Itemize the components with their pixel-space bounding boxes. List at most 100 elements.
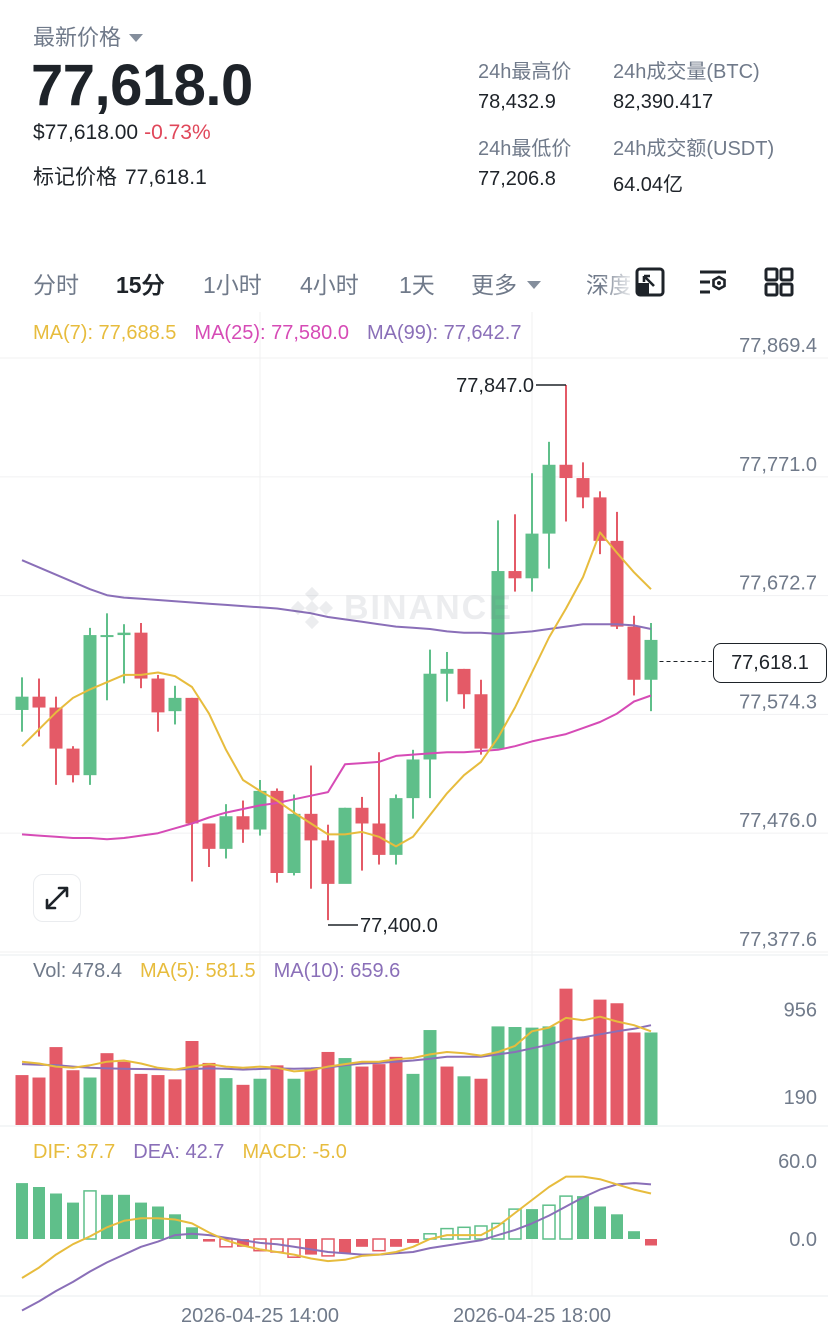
volume-bar: [355, 1066, 369, 1125]
price-axis-label: 77,672.7: [739, 573, 817, 595]
candle-body: [559, 464, 573, 479]
volume-bar: [542, 1026, 556, 1125]
ma99-line: [21, 559, 652, 635]
volume-bar: [32, 1077, 46, 1125]
tab-15m[interactable]: 15分: [116, 272, 165, 298]
price-axis-label: 77,869.4: [739, 335, 817, 357]
time-axis-label: 2026-04-25 18:00: [453, 1305, 611, 1327]
candle-body: [338, 807, 352, 884]
candle-body: [321, 840, 335, 884]
volume-bar: [491, 1026, 505, 1125]
candle-body: [151, 678, 165, 713]
latest-price-selector[interactable]: 最新价格: [33, 20, 144, 52]
indicator-settings-icon[interactable]: [697, 266, 729, 298]
candle-body: [66, 748, 80, 776]
volume-bar: [440, 1066, 454, 1125]
stat-24h-volume-btc-value: 82,390.417: [613, 91, 714, 113]
volume-bar: [474, 1078, 488, 1125]
stat-24h-high-value: 78,432.9: [478, 91, 556, 113]
volume-bar: [559, 988, 573, 1125]
ma7-legend: MA(7): 77,688.5: [33, 322, 177, 344]
tab-1h[interactable]: 1小时: [203, 272, 262, 298]
volume-bar: [338, 1058, 352, 1125]
price-axis-label: 77,476.0: [739, 810, 817, 832]
ma25-legend: MA(25): 77,580.0: [194, 322, 349, 344]
macd-bar: [135, 1202, 147, 1239]
tab-time-sharing[interactable]: 分时: [33, 272, 79, 298]
volume-bar: [644, 1032, 658, 1125]
candle-body: [100, 635, 114, 638]
candle-body: [440, 668, 454, 674]
tab-4h[interactable]: 4小时: [300, 272, 359, 298]
volume-bar: [236, 1084, 250, 1125]
vol-ma5-legend: MA(5): 581.5: [139, 960, 256, 982]
candle-body: [508, 571, 522, 579]
stat-24h-volume-btc-label: 24h成交量(BTC): [613, 61, 760, 83]
ma99-legend: MA(99): 77,642.7: [366, 322, 522, 344]
tab-more[interactable]: 更多: [471, 266, 541, 300]
stat-24h-volume-usdt: 24h成交额(USDT) 64.04亿: [613, 132, 774, 197]
watermark-text: BINANCE: [344, 588, 513, 627]
macd-bar: [457, 1226, 471, 1240]
ma-legend: MA(7): 77,688.5 MA(25): 77,580.0 MA(99): 7…: [33, 322, 539, 345]
candle-body: [185, 697, 199, 824]
volume-bar: [185, 1041, 199, 1125]
candle-body: [32, 696, 46, 708]
volume-bar: [457, 1076, 471, 1125]
candle-body: [372, 823, 386, 855]
expand-arrows-icon: [45, 886, 69, 910]
candle-body: [253, 790, 267, 830]
macd-bar: [203, 1239, 215, 1242]
candle-body: [219, 816, 233, 849]
candle-body: [593, 497, 607, 541]
candle-body: [236, 816, 250, 830]
macd-bar: [83, 1190, 97, 1240]
candle-body: [355, 807, 369, 824]
ma7-line: [21, 531, 652, 848]
volume-bar: [372, 1064, 386, 1125]
layout-grid-icon[interactable]: [763, 266, 795, 298]
volume-bar: [304, 1067, 318, 1125]
volume-bar: [100, 1053, 114, 1125]
volume-bar: [15, 1075, 29, 1125]
volume-bar: [406, 1073, 420, 1125]
candle-body: [134, 632, 148, 679]
dea-line: [21, 1182, 652, 1312]
axis-labels: 77,869.4 77,771.0 77,672.7 77,574.3 77,476.0…: [181, 335, 817, 1327]
volume-bar: [151, 1075, 165, 1125]
dif-line: [21, 1175, 652, 1279]
volume-bar: [270, 1065, 284, 1125]
macd-bar: [321, 1238, 335, 1257]
macd-bar: [559, 1195, 573, 1240]
time-axis-label: 2026-04-25 14:00: [181, 1305, 339, 1327]
binance-logo-icon: [290, 586, 334, 630]
macd-histogram: 60.0 0.0: [16, 1151, 817, 1312]
volume-bar: [168, 1079, 182, 1125]
candle-body: [406, 759, 420, 799]
volume-axis-label: 190: [784, 1087, 817, 1109]
macd-value-legend: MACD: -5.0: [242, 1141, 347, 1163]
macd-legend: DIF: 37.7 DEA: 42.7 MACD: -5.0: [33, 1141, 365, 1164]
macd-axis-label: 60.0: [778, 1151, 817, 1173]
volume-bar: [423, 1030, 437, 1125]
candle-body: [423, 673, 437, 760]
volume-legend: Vol: 478.4 MA(5): 581.5 MA(10): 659.6: [33, 960, 418, 983]
volume-bar: [202, 1062, 216, 1125]
volume-axis-label: 956: [784, 1000, 817, 1022]
macd-bar: [305, 1239, 317, 1255]
low-marker-label: 77,400.0: [360, 915, 438, 937]
macd-bar: [390, 1239, 402, 1247]
fullscreen-button[interactable]: [33, 874, 81, 922]
volume-bar: [593, 999, 607, 1125]
tabs-fade: [600, 258, 636, 306]
candle-body: [542, 464, 556, 534]
candle-body: [610, 540, 624, 627]
volume-ma5-line: [21, 1015, 652, 1073]
tab-1d[interactable]: 1天: [399, 272, 435, 298]
mark-price-label: 标记价格: [33, 166, 117, 189]
crop-icon[interactable]: [634, 266, 666, 298]
chevron-down-icon: [527, 280, 541, 289]
candle-body: [270, 790, 284, 874]
last-price: 77,618.0: [31, 53, 253, 118]
